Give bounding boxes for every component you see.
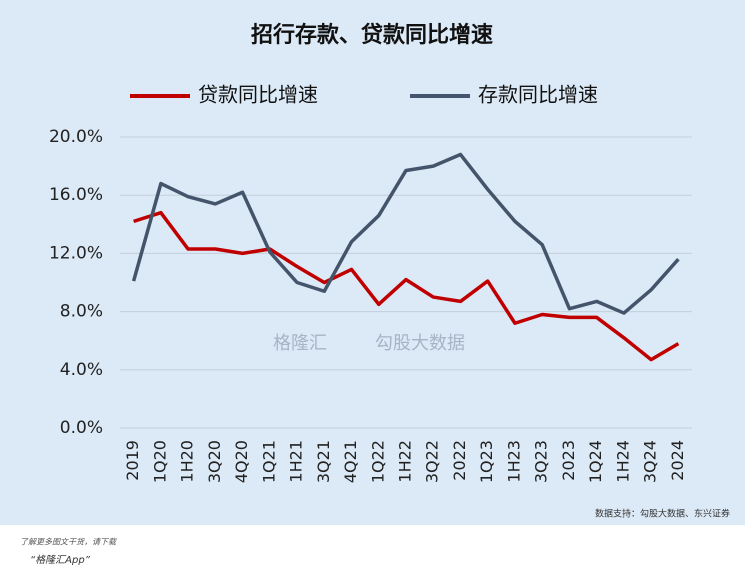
x-tick-label: 1H24 [613,440,632,483]
y-tick-label: 8.0% [60,302,103,322]
data-line [131,152,680,315]
x-tick-label: 1H23 [504,440,523,483]
x-tick-label: 1H22 [396,440,415,483]
x-tick-label: 3Q24 [641,440,660,483]
x-tick-label: 2019 [123,440,142,481]
x-tick-label: 2024 [668,440,687,481]
x-tick-label: 4Q20 [232,440,251,483]
x-tick-label: 1Q21 [259,440,278,483]
y-tick-label: 0.0% [60,418,103,438]
x-tick-label: 3Q23 [532,440,551,483]
y-tick-label: 4.0% [60,360,103,380]
x-tick-label: 1Q24 [586,440,605,483]
source: 数据支持：勾股大数据、东兴证券 [595,508,730,520]
chart-background [0,0,745,525]
legend-label: 贷款同比增速 [198,83,318,107]
x-tick-label: 2022 [450,440,469,481]
footer-text: 了解更多图文干货，请下载 [20,538,117,547]
watermark: 勾股大数据 [375,333,465,354]
x-tick-label: 1Q22 [368,440,387,483]
x-tick-label: 1Q23 [477,440,496,483]
legend-label: 存款同比增速 [478,83,598,107]
watermark: 格隆汇 [273,333,327,354]
y-tick-label: 12.0% [49,243,103,263]
y-tick-label: 20.0% [49,127,103,147]
footer-text: “格隆汇App” [30,554,91,566]
x-tick-label: 3Q22 [423,440,442,483]
y-tick-label: 16.0% [49,185,103,205]
x-tick-label: 1Q20 [150,440,169,483]
x-tick-label: 4Q21 [341,440,360,483]
chart-title: 招行存款、贷款同比增速 [251,22,493,48]
x-tick-label: 2023 [559,440,578,481]
x-tick-label: 3Q21 [314,440,333,483]
data-line [133,210,680,362]
x-tick-label: 1H20 [178,440,197,483]
x-tick-label: 1H21 [287,440,306,483]
x-tick-label: 3Q20 [205,440,224,483]
